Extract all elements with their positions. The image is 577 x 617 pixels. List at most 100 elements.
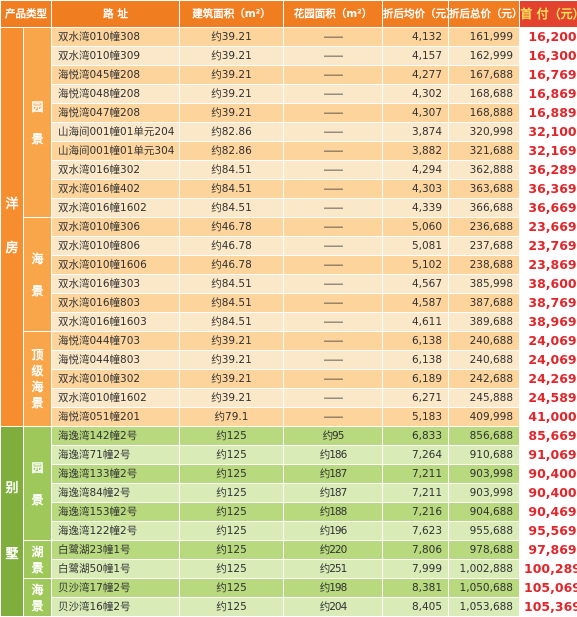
table-row: 海逸湾133幢2号 约125 约187 7,211 903,998 90,400: [1, 465, 577, 483]
garden-area-cell: 约196: [284, 522, 382, 540]
subcategory-label: 湖 景: [24, 541, 51, 578]
table-row: 海悦湾044幢803 约39.21 —— 6,138 240,688 24,069: [1, 351, 577, 369]
down-payment-cell: 24,269: [520, 370, 577, 388]
build-area-cell: 约46.78: [180, 256, 283, 274]
unit-price-cell: 6,271: [383, 389, 448, 407]
garden-area-cell: ——: [284, 66, 382, 84]
table-row: 山海间001幢01单元204 约82.86 —— 3,874 320,998 32,100: [1, 123, 577, 141]
build-area-cell: 约125: [180, 598, 283, 616]
unit-price-cell: 8,381: [383, 579, 448, 597]
unit-price-cell: 6,189: [383, 370, 448, 388]
build-area-cell: 约39.21: [180, 85, 283, 103]
garden-area-cell: ——: [284, 370, 382, 388]
address-cell: 双水湾016幢803: [52, 294, 179, 312]
down-payment-cell: 32,169: [520, 142, 577, 160]
unit-price-cell: 5,060: [383, 218, 448, 236]
build-area-cell: 约39.21: [180, 370, 283, 388]
unit-price-cell: 4,157: [383, 47, 448, 65]
build-area-cell: 约125: [180, 541, 283, 559]
garden-area-cell: 约198: [284, 579, 382, 597]
table-row: 海悦湾045幢208 约39.21 —— 4,277 167,688 16,769: [1, 66, 577, 84]
table-row: 双水湾016幢803 约84.51 —— 4,587 387,688 38,769: [1, 294, 577, 312]
down-payment-cell: 24,069: [520, 332, 577, 350]
garden-area-cell: 约186: [284, 446, 382, 464]
header-garden-area: 花园面积（m²）: [284, 1, 382, 27]
down-payment-cell: 90,469: [520, 503, 577, 521]
address-cell: 海逸湾133幢2号: [52, 465, 179, 483]
garden-area-cell: ——: [284, 408, 382, 426]
unit-price-cell: 7,211: [383, 484, 448, 502]
address-cell: 双水湾010幢308: [52, 28, 179, 46]
table-row: 海逸湾122幢2号 约125 约196 7,623 955,688 95,569: [1, 522, 577, 540]
address-cell: 山海间001幢01单元304: [52, 142, 179, 160]
unit-price-cell: 4,294: [383, 161, 448, 179]
address-cell: 海悦湾048幢208: [52, 85, 179, 103]
total-price-cell: 237,688: [449, 237, 519, 255]
subcategory-label: 园 景: [24, 427, 51, 540]
table-row: 双水湾010幢309 约39.21 —— 4,157 162,999 16,300: [1, 47, 577, 65]
garden-area-cell: ——: [284, 389, 382, 407]
down-payment-cell: 105,369: [520, 598, 577, 616]
unit-price-cell: 7,211: [383, 465, 448, 483]
unit-price-cell: 4,132: [383, 28, 448, 46]
table-row: 湖 景白鹭湖23幢1号 约125 约220 7,806 978,688 97,869: [1, 541, 577, 578]
unit-price-cell: 4,611: [383, 313, 448, 331]
build-area-cell: 约82.86: [180, 123, 283, 141]
address-cell: 海逸湾84幢2号: [52, 484, 179, 502]
subcategory-label: 海 景: [24, 218, 51, 331]
table-row: 山海间001幢01单元304 约82.86 —— 3,882 321,688 32,169: [1, 142, 577, 160]
down-payment-cell: 90,400: [520, 465, 577, 483]
total-price-cell: 955,688: [449, 522, 519, 540]
unit-price-cell: 3,874: [383, 123, 448, 141]
down-payment-cell: 16,200: [520, 28, 577, 46]
address-cell: 白鹭湖50幢1号: [52, 560, 179, 578]
unit-price-cell: 7,264: [383, 446, 448, 464]
address-cell: 贝沙湾17幢2号: [52, 579, 179, 597]
table-row: 双水湾016幢303 约84.51 —— 4,567 385,998 38,600: [1, 275, 577, 293]
down-payment-cell: 36,669: [520, 199, 577, 217]
address-cell: 海逸湾142幢2号: [52, 427, 179, 445]
down-payment-cell: 38,600: [520, 275, 577, 293]
unit-price-cell: 6,138: [383, 351, 448, 369]
table-row: 海逸湾153幢2号 约125 约188 7,216 904,688 90,469: [1, 503, 577, 521]
address-cell: 海逸湾153幢2号: [52, 503, 179, 521]
address-cell: 海逸湾71幢2号: [52, 446, 179, 464]
down-payment-cell: 23,869: [520, 256, 577, 274]
down-payment-cell: 41,000: [520, 408, 577, 426]
garden-area-cell: ——: [284, 237, 382, 255]
total-price-cell: 320,998: [449, 123, 519, 141]
table-row: 双水湾016幢402 约84.51 —— 4,303 363,688 36,369: [1, 180, 577, 198]
build-area-cell: 约39.21: [180, 28, 283, 46]
total-price-cell: 1,050,688: [449, 579, 519, 597]
unit-price-cell: 3,882: [383, 142, 448, 160]
total-price-cell: 1,002,888: [449, 560, 519, 578]
total-price-cell: 321,688: [449, 142, 519, 160]
build-area-cell: 约125: [180, 522, 283, 540]
table-row: 海悦湾047幢208 约39.21 —— 4,307 168,888 16,889: [1, 104, 577, 122]
down-payment-cell: 38,769: [520, 294, 577, 312]
total-price-cell: 409,998: [449, 408, 519, 426]
header-row: 产品类型 路 址 建筑面积（m²） 花园面积（m²） 折后均价（元） 折后总价（…: [1, 1, 577, 27]
address-cell: 双水湾016幢302: [52, 161, 179, 179]
total-price-cell: 362,888: [449, 161, 519, 179]
down-payment-cell: 16,769: [520, 66, 577, 84]
category-villa: 别 墅: [1, 427, 23, 616]
build-area-cell: 约125: [180, 427, 283, 445]
garden-area-cell: ——: [284, 104, 382, 122]
down-payment-cell: 23,769: [520, 237, 577, 255]
garden-area-cell: ——: [284, 85, 382, 103]
table-row: 双水湾016幢1602 约84.51 —— 4,339 366,688 36,669: [1, 199, 577, 217]
address-cell: 双水湾016幢402: [52, 180, 179, 198]
garden-area-cell: ——: [284, 218, 382, 236]
garden-area-cell: ——: [284, 294, 382, 312]
unit-price-cell: 7,806: [383, 541, 448, 559]
unit-price-cell: 5,183: [383, 408, 448, 426]
address-cell: 山海间001幢01单元204: [52, 123, 179, 141]
category-yangfang: 洋 房: [1, 28, 23, 426]
total-price-cell: 240,688: [449, 332, 519, 350]
down-payment-cell: 95,569: [520, 522, 577, 540]
address-cell: 双水湾016幢1603: [52, 313, 179, 331]
table-row: 双水湾016幢302 约84.51 —— 4,294 362,888 36,289: [1, 161, 577, 179]
